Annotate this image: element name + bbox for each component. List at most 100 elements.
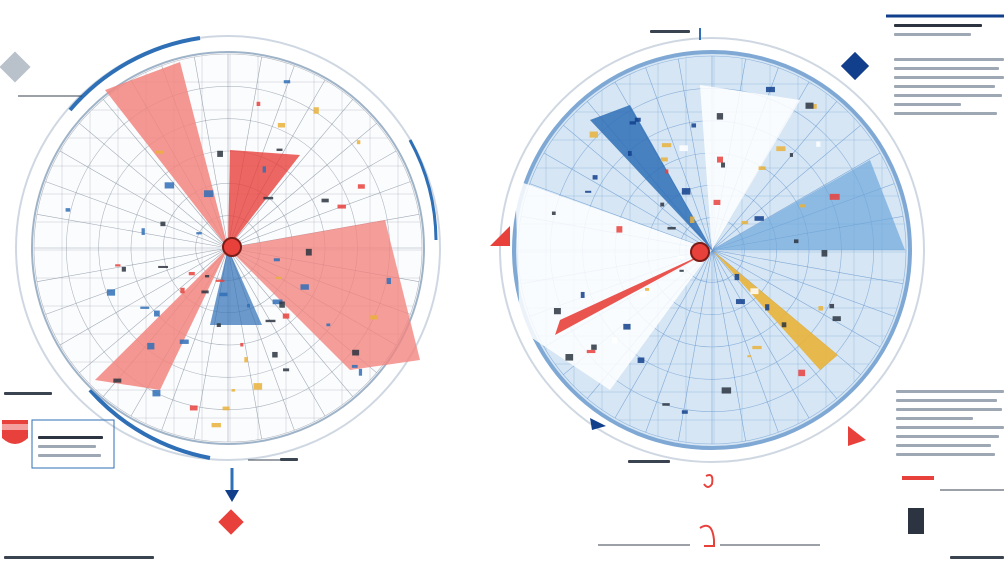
disc-mark [805, 102, 814, 109]
right-blue-sector [712, 160, 905, 250]
right-top-label [650, 30, 690, 33]
disc-mark [196, 232, 202, 235]
disc-mark [681, 410, 688, 414]
disc-mark [370, 315, 378, 320]
disc-mark [611, 337, 617, 344]
disc-mark [586, 349, 596, 354]
left-disc-marks [65, 80, 391, 428]
disc-mark [358, 368, 363, 376]
right-text-block-middle [894, 58, 1006, 121]
grey-diamond-icon [0, 51, 31, 83]
disc-mark [352, 349, 360, 356]
left-legend-box [31, 419, 115, 469]
disc-mark [201, 290, 209, 294]
disc-mark [356, 140, 361, 145]
disc-mark [679, 269, 684, 272]
red-pin-icon [699, 474, 715, 547]
disc-mark [326, 323, 331, 327]
disc-mark [645, 288, 650, 291]
disc-mark [679, 145, 688, 152]
disc-mark [741, 220, 749, 225]
disc-mark [106, 289, 116, 296]
disc-mark [661, 143, 672, 148]
disc-mark [776, 146, 786, 152]
disc-mark [140, 306, 150, 309]
disc-mark [750, 288, 759, 295]
disc-mark [798, 369, 806, 377]
navy-diamond-icon [840, 51, 870, 81]
disc-mark [629, 121, 636, 125]
disc-mark [639, 291, 647, 297]
disc-mark [152, 390, 161, 397]
disc-mark [832, 316, 841, 322]
disc-mark [277, 122, 285, 128]
disc-mark [386, 277, 391, 285]
right-text-block-top [894, 24, 1004, 42]
disc-mark [793, 239, 799, 244]
left-red-sector-top [105, 62, 228, 248]
left-bottom-label [280, 458, 298, 461]
disc-mark [681, 188, 691, 195]
disc-mark [553, 308, 561, 315]
disc-mark [765, 304, 770, 311]
disc-mark [215, 279, 225, 282]
disc-mark [256, 101, 261, 107]
disc-mark [276, 148, 283, 151]
left-radial-disc [15, 35, 441, 461]
disc-mark [781, 322, 787, 328]
right-white-sector-top [700, 85, 800, 250]
disc-mark [812, 104, 817, 109]
disc-mark [592, 175, 598, 180]
red-shield-icon [2, 420, 28, 444]
disc-mark [829, 303, 835, 309]
disc-mark [660, 202, 665, 207]
disc-mark [829, 193, 840, 200]
disc-mark [818, 306, 824, 311]
disc-mark [734, 273, 740, 281]
disc-mark [313, 107, 319, 114]
disc-mark [154, 310, 160, 317]
disc-mark [113, 378, 122, 383]
disc-mark [147, 342, 155, 350]
right-text-block-lower [896, 390, 1006, 462]
left-side-label [4, 392, 52, 395]
disc-mark [589, 131, 598, 138]
disc-mark [713, 199, 721, 205]
right-radial-disc [499, 37, 925, 463]
disc-mark [240, 342, 244, 347]
disc-mark [160, 221, 166, 227]
disc-mark [351, 364, 358, 368]
right-footer-caption [950, 556, 1004, 559]
disc-mark [115, 264, 121, 267]
disc-mark [735, 299, 745, 305]
disc-mark [217, 150, 223, 157]
disc-mark [747, 355, 752, 358]
disc-mark [664, 169, 669, 174]
disc-mark [616, 226, 623, 233]
disc-mark [158, 265, 169, 268]
disc-mark [219, 292, 228, 297]
disc-mark [321, 198, 329, 203]
right-disc-marks [551, 86, 841, 414]
disc-mark [121, 266, 126, 272]
disc-mark [231, 389, 236, 392]
disc-mark [180, 287, 185, 294]
disc-mark [253, 383, 263, 390]
disc-mark [752, 345, 762, 350]
disc-mark [65, 208, 71, 212]
disc-mark [580, 291, 585, 298]
right-red-sector [555, 250, 712, 335]
left-red-sector-lower [95, 248, 228, 390]
disc-mark [273, 258, 280, 262]
disc-mark [244, 357, 248, 363]
disc-mark [305, 248, 312, 256]
disc-mark [721, 162, 726, 168]
disc-mark [272, 299, 283, 305]
right-navy-sector [590, 105, 712, 250]
disc-mark [789, 153, 793, 157]
disc-mark [283, 368, 290, 372]
disc-mark [716, 113, 724, 120]
disc-mark [179, 339, 189, 344]
disc-mark [765, 86, 775, 93]
disc-mark [279, 301, 285, 308]
